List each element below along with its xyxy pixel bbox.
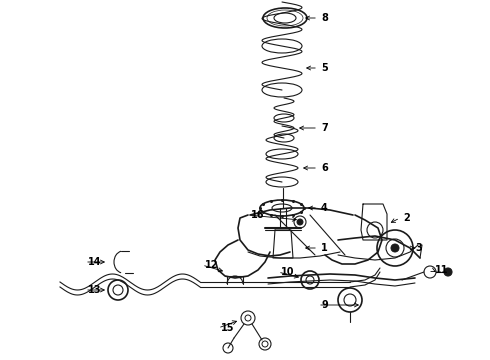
Text: 14: 14 bbox=[88, 257, 101, 267]
Ellipse shape bbox=[391, 244, 399, 252]
Text: 1: 1 bbox=[321, 243, 328, 253]
Text: 16: 16 bbox=[251, 210, 265, 220]
Text: 9: 9 bbox=[321, 300, 328, 310]
Text: 10: 10 bbox=[281, 267, 294, 277]
Text: 3: 3 bbox=[415, 243, 422, 253]
Text: 7: 7 bbox=[321, 123, 328, 133]
Text: 15: 15 bbox=[221, 323, 235, 333]
Text: 12: 12 bbox=[205, 260, 219, 270]
Text: 4: 4 bbox=[321, 203, 328, 213]
Ellipse shape bbox=[297, 219, 303, 225]
Text: 8: 8 bbox=[321, 13, 328, 23]
Text: 5: 5 bbox=[321, 63, 328, 73]
Ellipse shape bbox=[444, 268, 452, 276]
Text: 6: 6 bbox=[321, 163, 328, 173]
Text: 13: 13 bbox=[88, 285, 101, 295]
Text: 2: 2 bbox=[403, 213, 410, 223]
Text: 11: 11 bbox=[435, 265, 448, 275]
